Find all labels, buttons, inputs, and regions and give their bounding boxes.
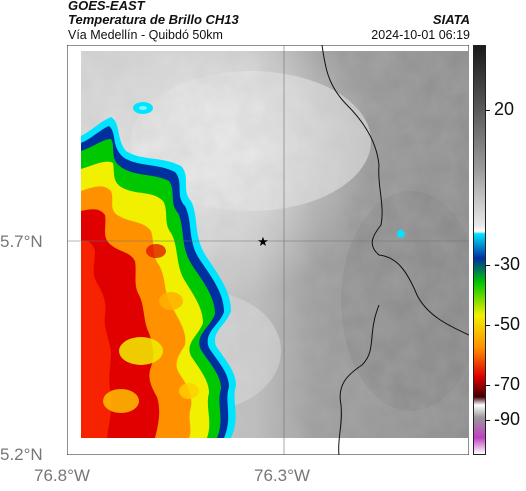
colorbar-tick-mark	[486, 110, 490, 111]
organization-label: SIATA	[432, 12, 470, 27]
datetime-label: 2024-10-01 06:19	[371, 28, 470, 42]
region-subtitle: Vía Medellín - Quibdó 50km	[68, 28, 223, 42]
colorbar-tick-mark	[486, 385, 490, 386]
boundary-line-south	[338, 304, 380, 455]
boundary-line	[321, 45, 469, 336]
lon-tick-76-8: 76.8°W	[34, 466, 90, 485]
brightness-temperature-map: ★	[67, 45, 469, 455]
colorbar-label-minus50: -50	[494, 314, 521, 334]
colorbar-tick-mark	[486, 325, 490, 326]
product-title: Temperatura de Brillo CH13	[68, 12, 239, 27]
colorbar-tick-mark	[486, 265, 490, 266]
cold-cell-east	[397, 229, 405, 238]
lat-tick-5-2: 5.2°N	[0, 445, 43, 464]
colorbar-label-20: 20	[494, 99, 515, 119]
colorbar-label-minus30: -30	[494, 254, 521, 274]
convective-cloud-system	[81, 117, 236, 438]
colorbar	[473, 45, 486, 455]
lat-tick-5-7: 5.7°N	[0, 232, 43, 251]
satellite-title: GOES-EAST	[68, 0, 145, 13]
colorbar-label-minus70: -70	[494, 374, 521, 394]
colorbar-label-minus90: -90	[494, 409, 521, 429]
lon-tick-76-3: 76.3°W	[254, 466, 310, 485]
colorbar-tick-mark	[486, 420, 490, 421]
star-icon: ★	[257, 235, 269, 250]
